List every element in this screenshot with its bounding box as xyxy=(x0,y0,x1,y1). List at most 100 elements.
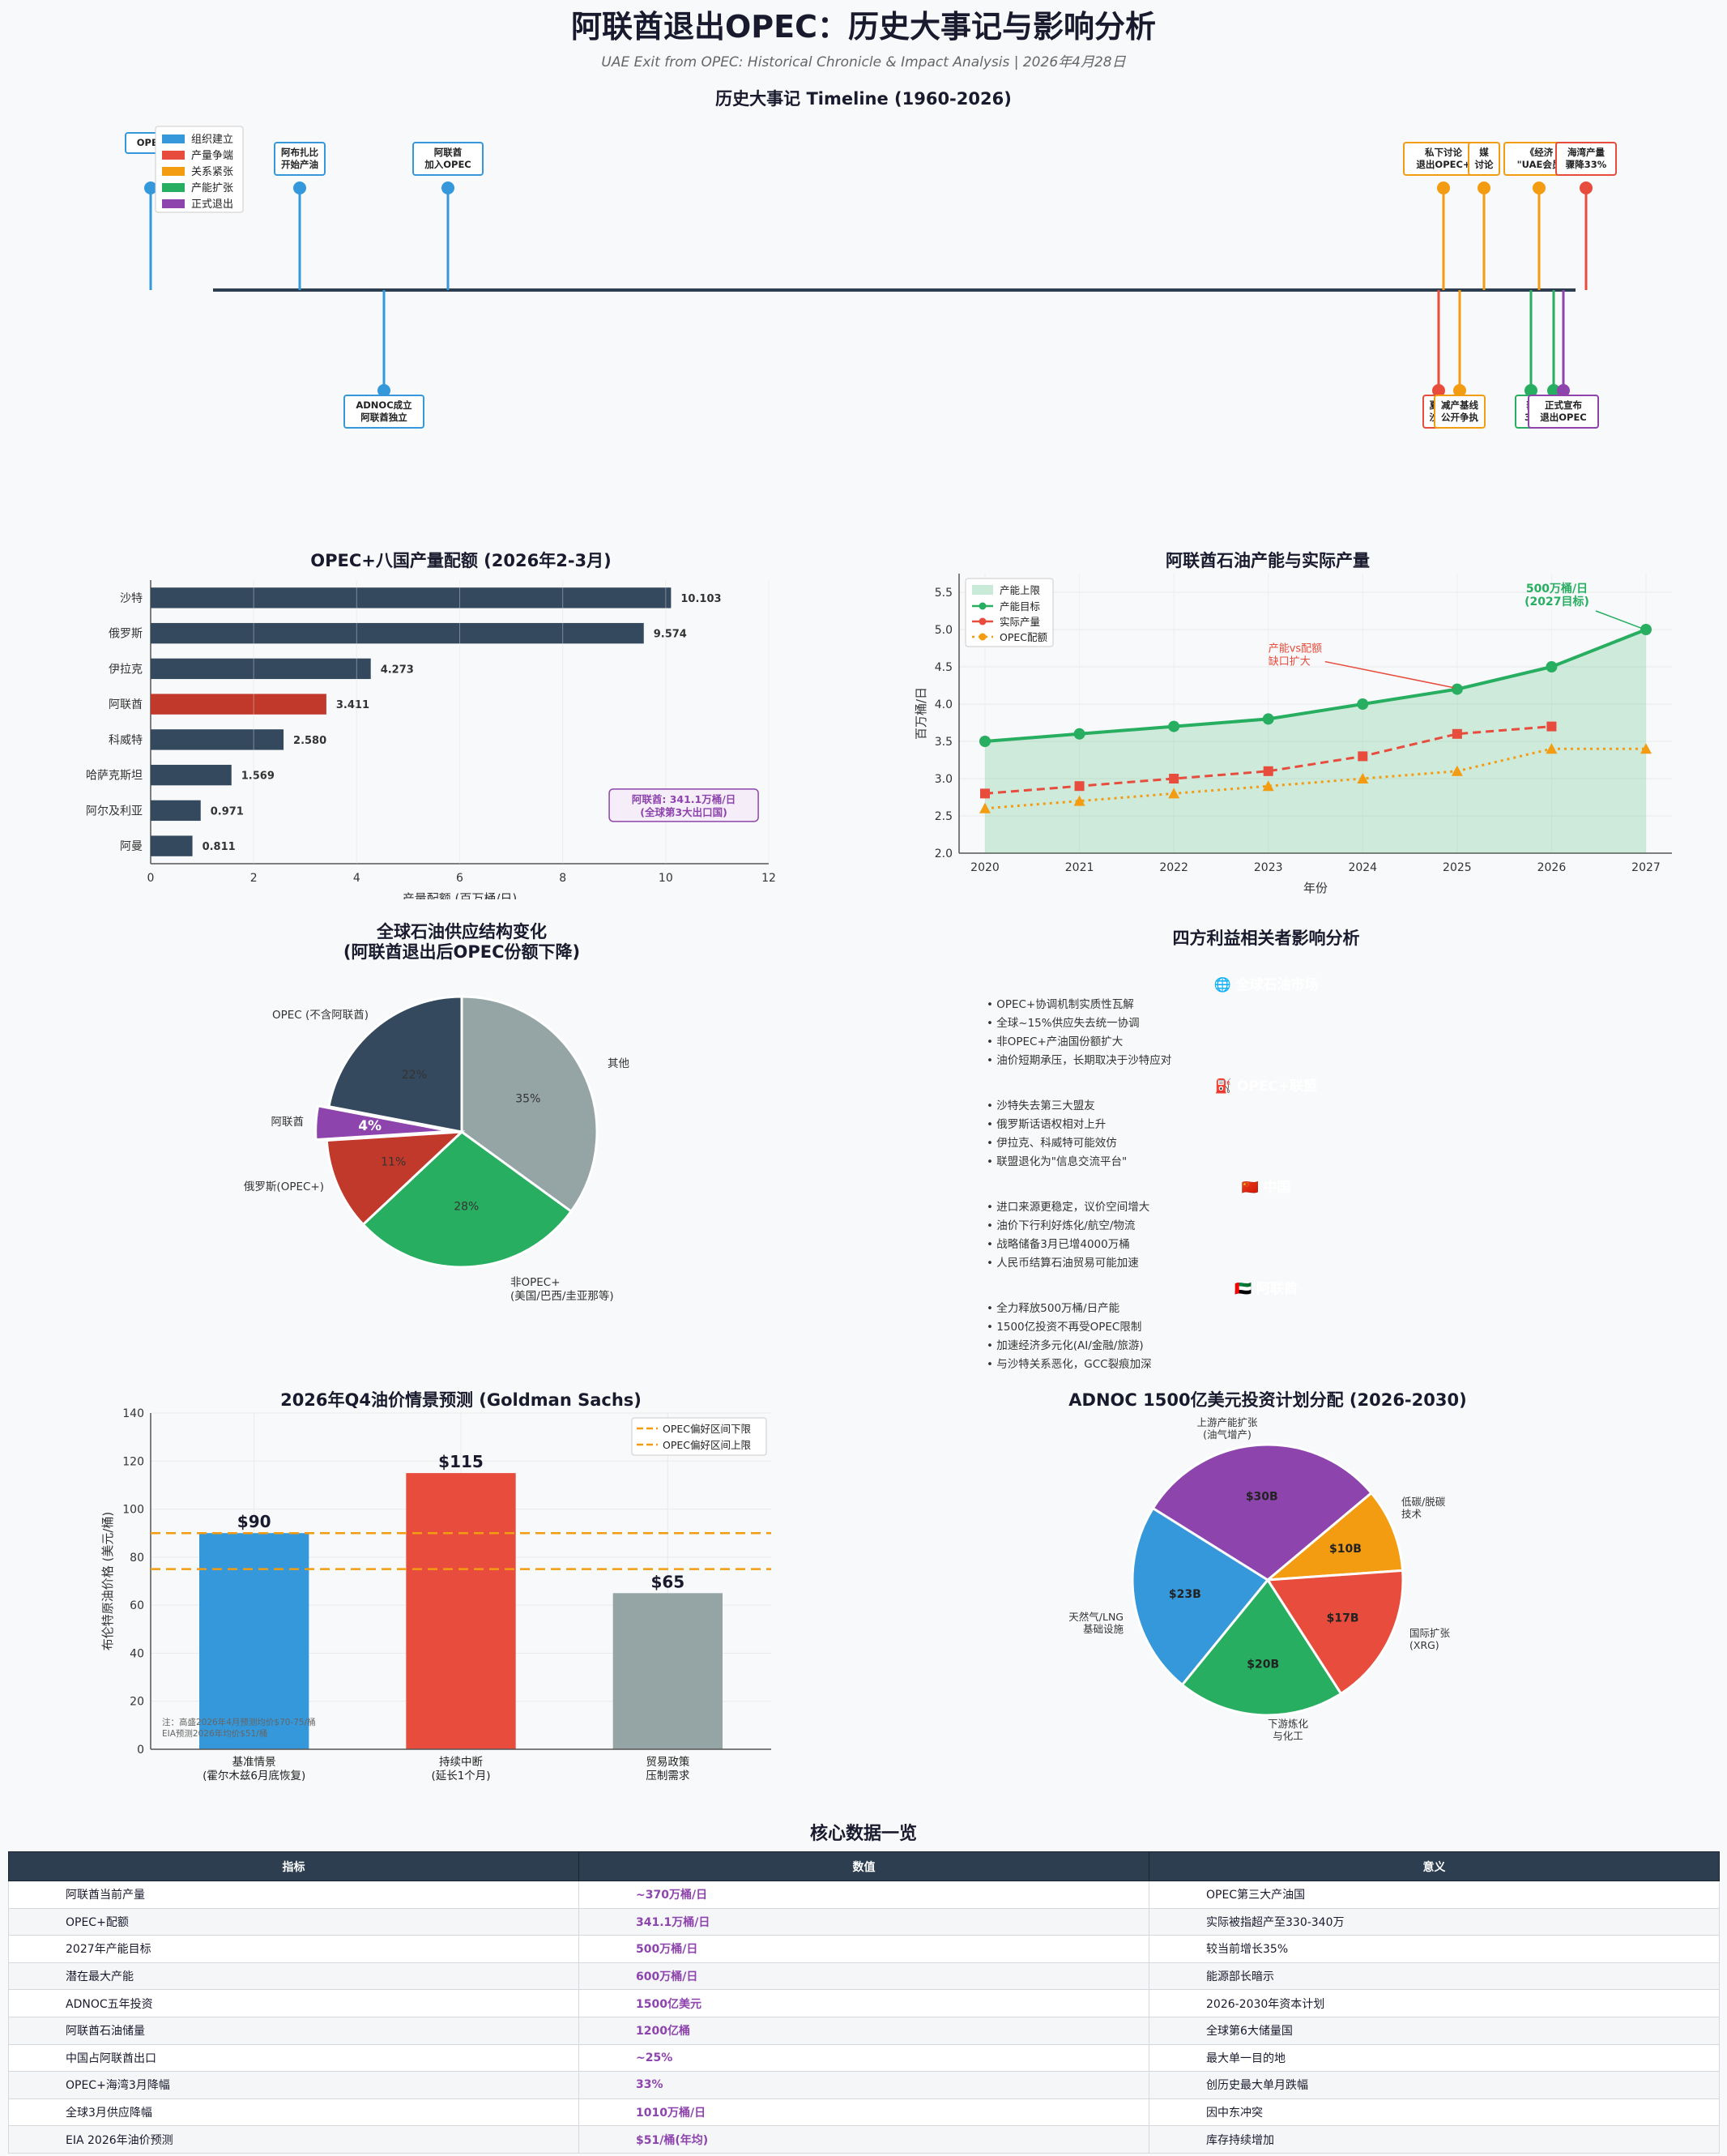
data-point xyxy=(1263,766,1273,776)
y-axis-label: 百万桶/日 xyxy=(914,687,928,740)
list-item: 油价短期承压，长期取决于沙特应对 xyxy=(987,1052,1554,1070)
data-point xyxy=(1169,774,1179,783)
x-tick-label: 2025 xyxy=(1443,861,1472,874)
column-header: 意义 xyxy=(1149,1851,1720,1881)
annotation-text: 500万桶/日(2027目标) xyxy=(1524,582,1589,608)
table-cell: 潜在最大产能 xyxy=(8,1962,579,1991)
timeline-label-box xyxy=(274,142,326,176)
y-tick-label: 沙特 xyxy=(120,592,143,605)
table-cell: 1500亿美元 xyxy=(578,1989,1149,2017)
quota-bar xyxy=(151,658,371,680)
data-label: 10.103 xyxy=(680,593,721,605)
y-tick-label: 40 xyxy=(130,1647,144,1660)
quota-bar xyxy=(151,835,193,856)
x-tick-label: 贸易政策压制需求 xyxy=(646,1755,689,1782)
data-label: 9.574 xyxy=(654,629,687,641)
x-tick-label: 2024 xyxy=(1348,861,1377,874)
table-row: EIA 2026年油价预测 $51/桶(年均) 库存持续增加 xyxy=(8,2125,1720,2154)
legend-swatch xyxy=(162,183,185,192)
table-cell: EIA 2026年油价预测 xyxy=(8,2125,579,2154)
timeline-label: 海湾产量骤降33% xyxy=(1566,147,1607,170)
y-tick-label: 3.5 xyxy=(935,736,953,749)
timeline-label-box xyxy=(1468,142,1500,176)
timeline-events: OPEC阿布扎比开始产油阿联酋加入OPECADNOC成立阿联酋独立私下讨论退出O… xyxy=(125,132,1617,429)
timeline-title: 历史大事记 Timeline (1960-2026) xyxy=(715,89,1012,109)
timeline-label-box xyxy=(1555,142,1617,176)
y-tick-label: 4.0 xyxy=(935,698,953,711)
y-tick-label: 2.0 xyxy=(935,847,953,860)
table-cell: 库存持续增加 xyxy=(1149,2125,1720,2154)
legend-label: OPEC偏好区间下限 xyxy=(663,1423,752,1435)
data-point xyxy=(1546,721,1557,732)
x-tick-label: 2020 xyxy=(970,861,1000,874)
core-table-title: 核心数据一览 xyxy=(809,1824,917,1844)
timeline-marker xyxy=(377,384,390,397)
pie-slice xyxy=(325,1130,466,1227)
timeline-panel: OPEC阿布扎比开始产油阿联酋加入OPECADNOC成立阿联酋独立私下讨论退出O… xyxy=(125,126,1617,429)
data-point xyxy=(1358,751,1368,762)
pie-slice xyxy=(1180,1578,1343,1717)
table-cell: OPEC+海湾3月降幅 xyxy=(8,2071,579,2099)
x-axis-label: 年份 xyxy=(1303,881,1328,895)
legend-label: 产能扩张 xyxy=(191,182,233,194)
data-label: 0.971 xyxy=(211,805,244,818)
slice-label: 下游炼化与化工 xyxy=(1268,1718,1309,1742)
x-tick-label: 2022 xyxy=(1159,861,1188,874)
data-label: 2.580 xyxy=(293,735,326,747)
slice-pct-label: 11% xyxy=(381,1155,406,1168)
slice-value-label: $10B xyxy=(1329,1543,1362,1556)
list-item: 伊拉克、科威特可能效仿 xyxy=(987,1134,1554,1153)
y-tick-label: 5.0 xyxy=(935,624,953,637)
timeline-marker xyxy=(144,181,157,194)
timeline-marker xyxy=(441,181,454,194)
timeline-marker xyxy=(1432,384,1445,397)
table-cell: ~370万桶/日 xyxy=(578,1881,1149,1909)
core-data-table: 指标 数值 意义 阿联酋当前产量 ~370万桶/日 OPEC第三大产油国 OPEC+… xyxy=(8,1851,1720,2154)
table-cell: 较当前增长35% xyxy=(1149,1935,1720,1963)
data-point xyxy=(1073,795,1085,806)
slice-label: 低碳/脱碳技术 xyxy=(1401,1496,1446,1520)
timeline-marker xyxy=(293,181,306,194)
table-cell: 341.1万桶/日 xyxy=(578,1907,1149,1936)
slice-label: 天然气/LNG 基础设施 xyxy=(1068,1611,1124,1635)
stakeholder-global-list: OPEC+协调机制实质性瓦解 全球~15%供应失去统一协调 非OPEC+产油国份… xyxy=(987,996,1554,1070)
pie-slice xyxy=(1265,1569,1405,1696)
slice-pct-label: 4% xyxy=(358,1118,382,1134)
y-tick-label: 5.5 xyxy=(935,587,953,600)
timeline-label: 减产基线公开争执 xyxy=(1441,399,1478,423)
data-point xyxy=(1640,624,1652,635)
quota-bar xyxy=(151,587,672,608)
annotation-arrow xyxy=(1595,610,1642,629)
x-tick-label: 12 xyxy=(761,872,776,885)
timeline-marker xyxy=(1547,384,1560,397)
x-tick-label: 10 xyxy=(659,872,673,885)
y-tick-label: 伊拉克 xyxy=(109,663,143,676)
data-point xyxy=(1357,698,1369,710)
slice-pct-label: 22% xyxy=(402,1069,427,1082)
table-cell: 500万桶/日 xyxy=(578,1935,1149,1963)
slice-label: 阿联酋 xyxy=(271,1115,305,1129)
data-label: 3.411 xyxy=(336,699,369,711)
table-cell: 全球3月供应降幅 xyxy=(8,2098,579,2127)
data-point xyxy=(1452,728,1462,739)
y-tick-label: 3.0 xyxy=(935,773,953,786)
pie-slice xyxy=(327,995,463,1134)
series-line xyxy=(984,628,1647,743)
list-item: 非OPEC+产油国份额扩大 xyxy=(987,1033,1554,1052)
pie-slice xyxy=(1264,1491,1405,1582)
data-point xyxy=(1074,781,1085,792)
list-item: 战略储备3月已增4000万桶 xyxy=(987,1236,1554,1254)
x-tick-label: 6 xyxy=(456,872,463,885)
legend-label: 实际产量 xyxy=(1000,616,1040,628)
data-point xyxy=(1451,683,1463,695)
data-point xyxy=(1546,743,1558,754)
table-cell: 全球第6大储量国 xyxy=(1149,2016,1720,2045)
pie-slice xyxy=(460,995,599,1214)
table-cell: ADNOC五年投资 xyxy=(8,1989,579,2017)
table-cell: 能源部长暗示 xyxy=(1149,1962,1720,1991)
page-title: 阿联酋退出OPEC：历史大事记与影响分析 xyxy=(570,9,1156,45)
legend-swatch xyxy=(972,585,993,595)
adnoc-pie-title: ADNOC 1500亿美元投资计划分配 (2026-2030) xyxy=(1068,1390,1467,1410)
legend-label: OPEC偏好区间上限 xyxy=(663,1439,752,1451)
pie-slice xyxy=(314,1104,451,1142)
